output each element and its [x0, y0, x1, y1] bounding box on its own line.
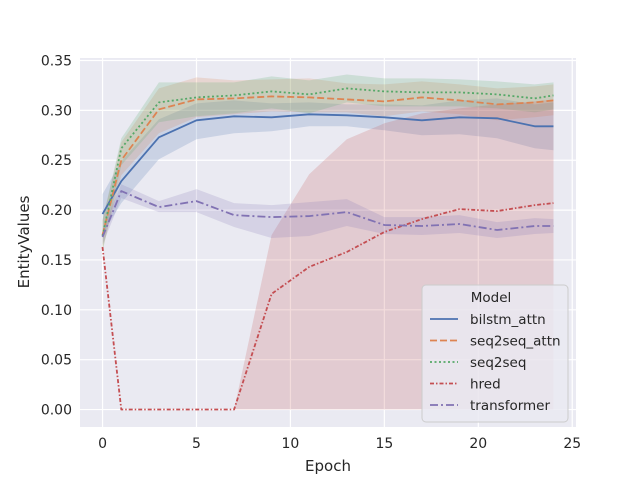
legend-label-hred: hred — [470, 377, 501, 393]
y-tick-label-0-05: 0.05 — [41, 353, 72, 369]
y-tick-label-0-30: 0.30 — [41, 103, 72, 119]
line-bilstm-attn — [101, 113, 554, 215]
line-transformer — [101, 190, 554, 238]
legend: Model bilstm_attn seq2seq_attn seq2seq hred… — [421, 284, 569, 423]
band-seq2seq-attn — [102, 77, 554, 251]
legend-label-bilstm-attn: bilstm_attn — [470, 312, 546, 328]
y-tick-label-0-35: 0.35 — [41, 53, 72, 69]
legend-label-seq2seq: seq2seq — [470, 355, 526, 371]
y-tick-label-0-20: 0.20 — [41, 203, 72, 219]
series-lines — [101, 87, 554, 411]
x-axis-ticks: 0 5 10 15 20 25 — [98, 436, 581, 452]
line-seq2seq-attn — [101, 95, 554, 236]
y-axis-label: EntityValues — [15, 195, 33, 288]
legend-box — [421, 284, 569, 423]
x-tick-label-25: 25 — [563, 436, 581, 452]
y-tick-label-0-15: 0.15 — [41, 253, 72, 269]
x-axis-label: Epoch — [305, 457, 351, 475]
legend-label-seq2seq-attn: seq2seq_attn — [470, 334, 561, 350]
x-tick-label-20: 20 — [469, 436, 487, 452]
x-tick-label-5: 5 — [192, 436, 201, 452]
band-seq2seq — [102, 74, 554, 252]
legend-title: Model — [471, 290, 512, 306]
line-seq2seq — [101, 87, 554, 237]
x-tick-label-15: 15 — [375, 436, 393, 452]
band-bilstm-attn — [102, 98, 554, 235]
line-hred — [101, 202, 554, 411]
y-tick-label-0-10: 0.10 — [41, 303, 72, 319]
y-tick-label-0-00: 0.00 — [41, 403, 72, 419]
y-axis-ticks: 0.00 0.05 0.10 0.15 0.20 0.25 0.30 0.35 — [41, 53, 72, 418]
x-tick-label-0: 0 — [98, 436, 107, 452]
grid — [80, 58, 576, 427]
legend-label-transformer: transformer — [470, 398, 550, 414]
x-tick-label-10: 10 — [282, 436, 300, 452]
y-tick-label-0-25: 0.25 — [41, 153, 72, 169]
